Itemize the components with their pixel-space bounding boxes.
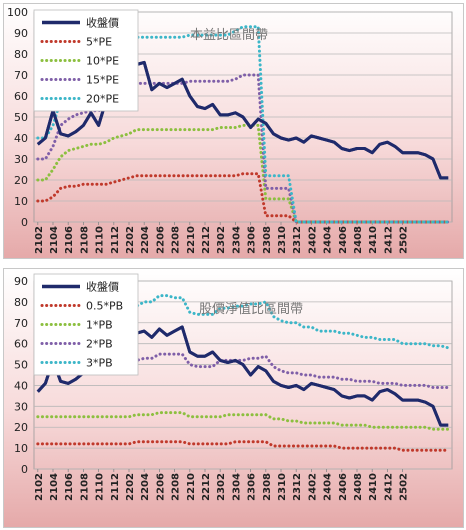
pb-band-chart: 0 10 20 30 40 50 60 70 80 90 2102 2104 2106 2108 2110 2… — [4, 269, 463, 527]
x-tick-label: 2104 — [49, 473, 60, 501]
x-tick-label: 2412 — [383, 226, 394, 254]
legend-label-1: 5*PE — [86, 36, 112, 49]
x-tick-label: 2502 — [399, 226, 410, 254]
y-tick-label: 100 — [7, 6, 28, 19]
x-tick-label: 2106 — [64, 226, 75, 254]
y-tick-label: 0 — [21, 216, 28, 229]
x-tick-label: 2104 — [49, 226, 60, 254]
x-tick-label: 2206 — [155, 226, 166, 254]
x-tick-label: 2208 — [171, 473, 182, 501]
x-tick-label: 2210 — [186, 226, 197, 254]
x-tick-label: 2202 — [125, 226, 136, 254]
legend-label-0: 收盤價 — [86, 280, 119, 294]
x-tick-label: 2402 — [307, 473, 318, 501]
legend-label-3: 2*PB — [86, 338, 113, 351]
x-tick-label: 2406 — [338, 226, 349, 254]
pe-band-chart-panel: 0 10 20 30 40 50 60 70 80 90 100 2102 2104 2106 2108 21… — [3, 3, 464, 259]
legend-label-2: 10*PE — [86, 55, 119, 68]
pe-band-chart: 0 10 20 30 40 50 60 70 80 90 100 2102 2104 2106 2108 21… — [4, 4, 463, 258]
x-tick-label: 2304 — [231, 226, 242, 254]
x-tick-label: 2404 — [323, 473, 334, 501]
x-tick-label: 2204 — [140, 473, 151, 501]
y-tick-label: 40 — [14, 379, 28, 392]
series-line-2 — [36, 123, 450, 224]
x-tick-label: 2302 — [216, 226, 227, 254]
y-tick-label: 30 — [14, 400, 28, 413]
x-tick-label: 2108 — [79, 473, 90, 501]
y-tick-label: 60 — [14, 338, 28, 351]
series-line-3 — [36, 73, 450, 224]
x-tick-label: 2310 — [277, 473, 288, 501]
x-tick-label: 2306 — [247, 473, 258, 501]
y-tick-label: 10 — [14, 195, 28, 208]
pb-band-chart-panel: 0 10 20 30 40 50 60 70 80 90 2102 2104 2106 2108 2110 2… — [3, 268, 464, 528]
legend-label-3: 15*PE — [86, 74, 119, 87]
x-tick-label: 2112 — [110, 473, 121, 501]
chart-title: 股價淨值比區間帶 — [199, 301, 303, 317]
y-tick-label: 0 — [21, 463, 28, 476]
y-tick-label: 20 — [14, 174, 28, 187]
y-tick-label: 20 — [14, 421, 28, 434]
y-tick-label: 50 — [14, 111, 28, 124]
x-tick-label: 2210 — [186, 473, 197, 501]
legend-label-0: 收盤價 — [86, 16, 119, 30]
y-tick-label: 70 — [14, 317, 28, 330]
series-line-1 — [36, 440, 450, 452]
x-tick-label: 2412 — [383, 473, 394, 501]
x-tick-label: 2204 — [140, 226, 151, 254]
x-tick-label: 2308 — [262, 473, 273, 501]
x-tick-label: 2410 — [368, 226, 379, 254]
y-tick-label: 70 — [14, 69, 28, 82]
y-tick-label: 30 — [14, 153, 28, 166]
x-tick-label: 2402 — [307, 226, 318, 254]
y-tick-label: 60 — [14, 90, 28, 103]
y-tick-label: 80 — [14, 48, 28, 61]
legend-label-2: 1*PB — [86, 319, 113, 332]
x-tick-label: 2206 — [155, 473, 166, 501]
x-tick-label: 2312 — [292, 473, 303, 501]
y-tick-label: 80 — [14, 296, 28, 309]
y-tick-label: 50 — [14, 359, 28, 372]
x-tick-label: 2106 — [64, 473, 75, 501]
x-tick-label: 2408 — [353, 473, 364, 501]
legend-label-4: 3*PB — [86, 357, 113, 370]
x-tick-label: 2302 — [216, 473, 227, 501]
x-tick-label: 2502 — [399, 473, 410, 501]
x-tick-label: 2308 — [262, 226, 273, 254]
x-tick-label: 2304 — [231, 473, 242, 501]
y-tick-label: 90 — [14, 27, 28, 40]
x-tick-label: 2208 — [171, 226, 182, 254]
x-tick-label: 2110 — [95, 226, 106, 254]
legend-label-4: 20*PE — [86, 93, 119, 106]
x-tick-label: 2212 — [201, 226, 212, 254]
x-tick-label: 2110 — [95, 473, 106, 501]
chart-title: 本益比區間帶 — [190, 28, 268, 43]
x-tick-label: 2310 — [277, 226, 288, 254]
x-tick-label: 2404 — [323, 226, 334, 254]
x-tick-label: 2410 — [368, 473, 379, 501]
x-tick-label: 2408 — [353, 226, 364, 254]
x-tick-label: 2102 — [34, 226, 45, 254]
x-tick-label: 2202 — [125, 473, 136, 501]
x-tick-label: 2102 — [34, 473, 45, 501]
x-tick-label: 2306 — [247, 226, 258, 254]
x-tick-label: 2212 — [201, 473, 212, 501]
x-tick-label: 2406 — [338, 473, 349, 501]
series-line-2 — [36, 411, 450, 431]
y-tick-label: 40 — [14, 132, 28, 145]
x-tick-label: 2108 — [79, 226, 90, 254]
legend-label-1: 0.5*PB — [86, 300, 123, 313]
y-tick-label: 90 — [14, 275, 28, 288]
x-tick-label: 2312 — [292, 226, 303, 254]
x-tick-label: 2112 — [110, 226, 121, 254]
y-tick-label: 10 — [14, 442, 28, 455]
